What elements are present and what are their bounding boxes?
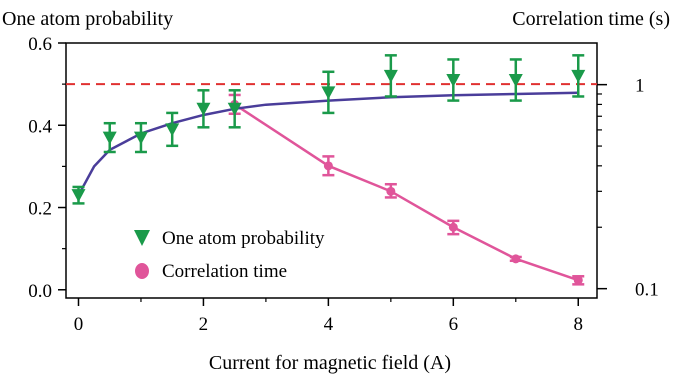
y-right-tick-label: 1	[635, 76, 645, 97]
y-left-tick-label: 0.0	[28, 281, 52, 302]
probability-point	[321, 86, 336, 100]
legend-circle-marker	[135, 263, 149, 279]
left-axis-title: One atom probability	[2, 8, 173, 30]
x-tick-label: 8	[574, 314, 584, 335]
probability-point	[227, 102, 242, 116]
correlation-point	[573, 275, 583, 285]
probability-point	[165, 123, 180, 137]
probability-point	[446, 74, 461, 88]
correlation-point	[448, 222, 458, 232]
correlation-point	[323, 161, 333, 171]
correlation-point	[386, 186, 396, 196]
x-tick-label: 0	[74, 314, 84, 335]
legend: One atom probability Correlation time	[134, 228, 325, 282]
legend-label-probability: One atom probability	[162, 228, 325, 249]
y-left-tick-label: 0.6	[28, 34, 52, 55]
legend-triangle-marker	[134, 230, 150, 246]
x-tick-label: 2	[199, 314, 209, 335]
probability-point	[383, 69, 398, 83]
probability-point	[196, 102, 211, 116]
probability-point	[102, 131, 117, 145]
probability-point	[508, 74, 523, 88]
probability-point	[71, 189, 86, 203]
legend-label-correlation: Correlation time	[162, 261, 287, 282]
x-tick-label: 4	[324, 314, 334, 335]
y-right-tick-label: 0.1	[635, 280, 659, 301]
correlation-point	[511, 254, 521, 264]
correlation-line	[233, 103, 579, 282]
y-left-tick-label: 0.4	[28, 116, 52, 137]
probability-point	[571, 69, 586, 83]
probability-point	[133, 131, 148, 145]
right-axis-title: Correlation time (s)	[512, 8, 670, 30]
x-axis-title: Current for magnetic field (A)	[209, 352, 451, 374]
x-tick-label: 6	[449, 314, 459, 335]
plot-layer: 0 2 4 6 8 0.0 0.2 0.4 0.6 1 0.1	[28, 34, 659, 335]
y-left-tick-label: 0.2	[28, 199, 52, 220]
plot-frame	[65, 42, 598, 299]
